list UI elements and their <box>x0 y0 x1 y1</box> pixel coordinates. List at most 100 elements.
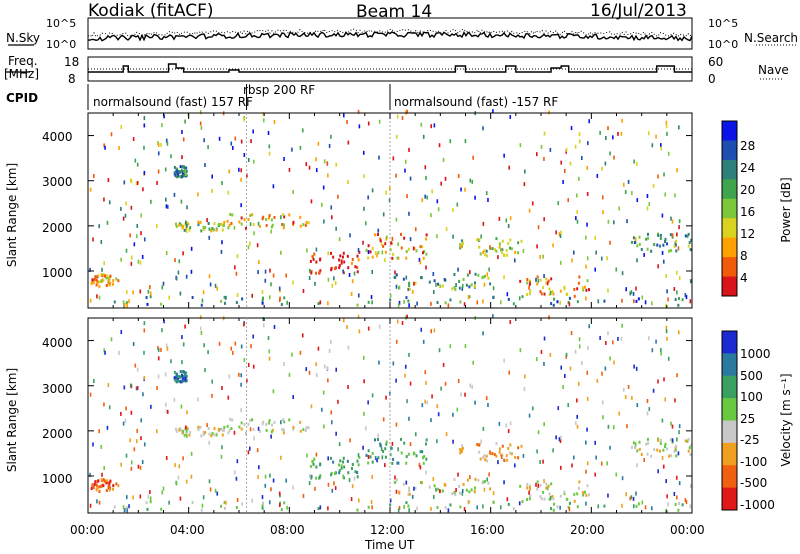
power-scatter-cell <box>136 162 139 167</box>
power-echo-cell <box>674 298 677 302</box>
velocity-scatter-cell <box>625 492 627 497</box>
velocity-echo-cell <box>576 505 579 509</box>
power-scatter-cell <box>568 302 571 307</box>
power-scatter-cell <box>406 194 408 199</box>
power-scatter-cell <box>606 256 608 261</box>
power-echo-cell <box>437 282 440 286</box>
velocity-scatter-cell <box>408 508 410 513</box>
velocity-echo-cell <box>176 375 179 379</box>
velocity-echo-cell <box>633 446 636 450</box>
power-scatter-cell <box>137 259 140 264</box>
velocity-scatter-cell <box>559 439 562 444</box>
power-scatter-cell <box>108 200 111 205</box>
velocity-scatter-cell <box>648 407 651 412</box>
velocity-scatter-cell <box>418 462 421 467</box>
power-scatter-cell <box>286 300 288 305</box>
velocity-echo-cell <box>211 431 214 435</box>
velocity-scatter-cell <box>186 428 188 433</box>
power-scatter-cell <box>143 145 145 150</box>
velocity-echo-cell <box>436 505 439 509</box>
power-scatter-cell <box>377 228 380 233</box>
velocity-scatter-cell <box>540 349 543 354</box>
vel-cb-tick-500: 500 <box>740 369 763 383</box>
power-scatter-cell <box>655 134 657 139</box>
velocity-scatter-cell <box>357 498 360 503</box>
power-echo-cell <box>536 282 539 286</box>
velocity-scatter-cell <box>425 470 427 475</box>
power-scatter-cell <box>334 281 337 286</box>
power-echo-cell <box>350 261 353 265</box>
power-scatter-cell <box>474 195 476 200</box>
velocity-echo-cell <box>179 380 182 384</box>
velocity-scatter-cell <box>449 344 452 349</box>
velocity-scatter-cell <box>567 403 570 408</box>
power-scatter-cell <box>537 225 540 230</box>
power-echo-cell <box>501 239 504 243</box>
power-scatter-cell <box>378 119 381 124</box>
velocity-echo-cell <box>212 433 215 437</box>
velocity-echo-cell <box>102 478 105 482</box>
power-scatter-cell <box>559 300 561 305</box>
power-scatter-cell <box>586 191 589 196</box>
velocity-scatter-cell <box>408 416 410 421</box>
power-echo-cell <box>405 256 408 260</box>
power-scatter-cell <box>315 247 318 252</box>
velocity-scatter-cell <box>157 347 160 352</box>
power-echo-cell <box>548 292 551 296</box>
velocity-echo-cell <box>689 453 692 457</box>
power-scatter-cell <box>280 250 282 255</box>
velocity-scatter-cell <box>238 372 240 377</box>
velocity-scatter-cell <box>350 497 353 502</box>
velocity-echo-cell <box>338 463 341 467</box>
power-scatter-cell <box>631 191 633 196</box>
power-echo-cell <box>673 244 676 248</box>
power-scatter-cell <box>139 260 142 265</box>
power-echo-cell <box>282 223 285 227</box>
power-scatter-cell <box>620 131 623 136</box>
velocity-echo-cell <box>91 483 94 487</box>
velocity-echo-cell <box>271 428 274 432</box>
velocity-echo-cell <box>636 449 639 453</box>
power-cb-tick-16: 16 <box>740 205 756 219</box>
velocity-echo-cell <box>528 485 531 489</box>
velocity-scatter-cell <box>523 387 526 392</box>
power-echo-cell <box>422 251 425 255</box>
cpid-program-3: normalsound (fast) -157 RF <box>394 95 559 109</box>
power-echo-cell <box>433 279 436 283</box>
power-echo-cell <box>273 215 276 219</box>
power-scatter-cell <box>633 159 635 164</box>
velocity-scatter-cell <box>292 485 294 490</box>
power-colorbar-swatch <box>722 140 737 161</box>
velocity-echo-cell <box>473 489 476 493</box>
velocity-echo-cell <box>207 426 210 430</box>
power-echo-cell <box>646 247 649 251</box>
velocity-echo-cell <box>462 482 465 486</box>
power-echo-cell <box>477 273 480 277</box>
velocity-scatter-cell <box>173 397 176 402</box>
velocity-scatter-cell <box>660 351 662 356</box>
power-echo-cell <box>261 299 264 303</box>
velocity-scatter-cell <box>543 422 545 427</box>
power-scatter-cell <box>685 295 688 300</box>
velocity-scatter-cell <box>508 370 510 375</box>
power-scatter-cell <box>327 277 330 282</box>
power-scatter-cell <box>600 256 603 261</box>
power-scatter-cell <box>92 237 94 242</box>
power-echo-cell <box>288 213 291 217</box>
power-scatter-cell <box>267 131 270 136</box>
velocity-scatter-cell <box>230 346 233 351</box>
power-echo-cell <box>403 236 406 240</box>
power-echo-cell <box>407 299 410 303</box>
power-scatter-cell <box>384 258 386 263</box>
velocity-scatter-cell <box>156 385 158 390</box>
nsky-label: N.Sky <box>6 31 41 45</box>
power-echo-cell <box>338 258 341 262</box>
power-scatter-cell <box>621 118 623 123</box>
power-echo-cell <box>405 296 408 300</box>
velocity-echo-cell <box>543 497 546 501</box>
power-scatter-cell <box>178 259 181 264</box>
power-scatter-cell <box>247 157 250 162</box>
power-echo-cell <box>585 288 588 292</box>
velocity-echo-cell <box>425 457 428 461</box>
power-scatter-cell <box>248 241 251 246</box>
